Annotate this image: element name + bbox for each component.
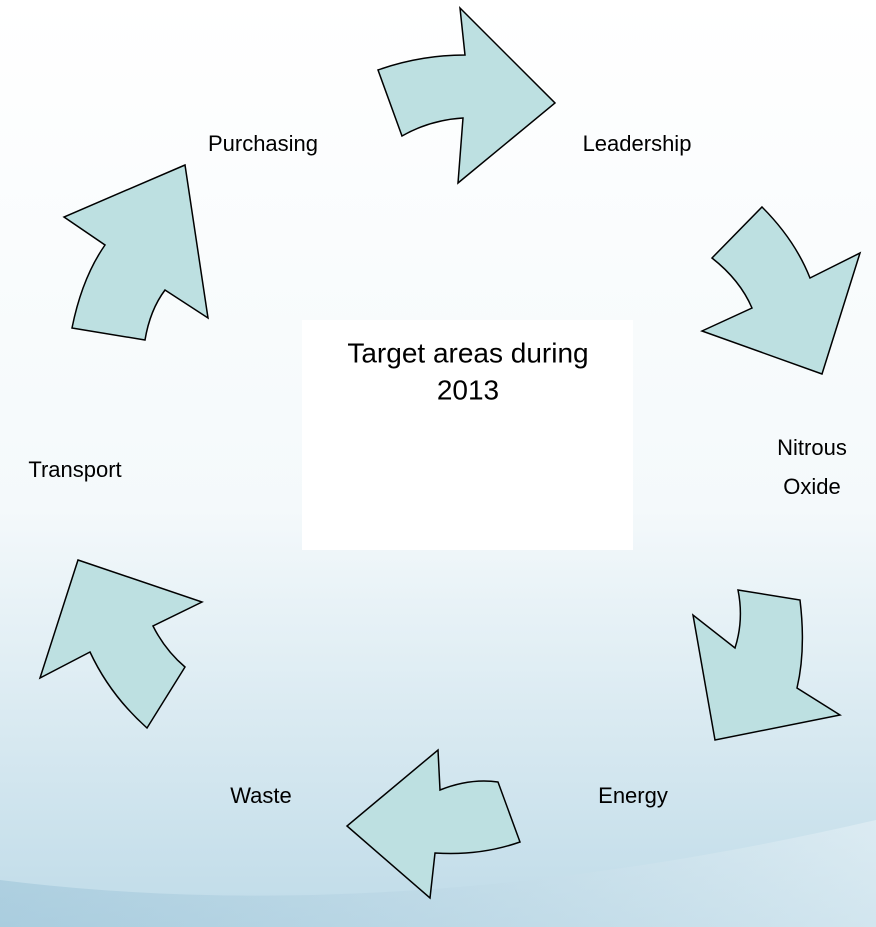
center-text: Target areas during <box>347 337 588 368</box>
cycle-arrow <box>345 748 521 900</box>
node-label: Waste <box>230 783 292 808</box>
cycle-arrow <box>377 5 557 185</box>
center-text: 2013 <box>437 374 499 405</box>
background-swoosh <box>0 820 876 927</box>
node-label: Oxide <box>783 474 840 499</box>
node-label: Leadership <box>583 131 692 156</box>
cycle-arrow <box>691 589 842 741</box>
node-label: Nitrous <box>777 435 847 460</box>
node-label: Transport <box>28 457 121 482</box>
cycle-arrow <box>700 205 862 375</box>
node-label: Energy <box>598 783 668 808</box>
cycle-arrow <box>38 559 204 730</box>
node-label: Purchasing <box>208 131 318 156</box>
cycle-arrow <box>62 163 209 341</box>
center-box <box>302 320 633 550</box>
